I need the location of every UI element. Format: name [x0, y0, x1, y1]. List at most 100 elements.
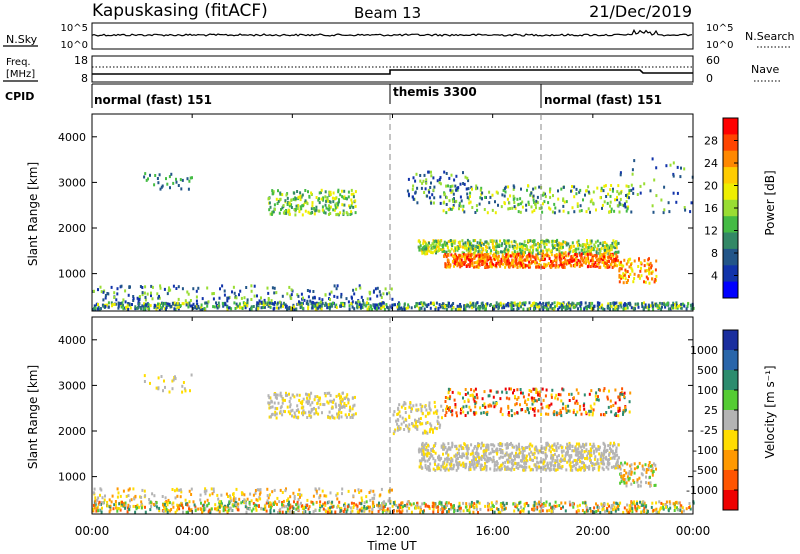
range-cell: [504, 506, 507, 510]
range-cell: [281, 501, 284, 504]
range-cell: [519, 210, 522, 214]
range-cell: [618, 201, 621, 205]
range-cell: [629, 272, 632, 276]
range-cell: [313, 302, 316, 306]
range-cell: [647, 509, 649, 513]
range-cell: [599, 249, 602, 253]
range-cell: [536, 502, 539, 506]
range-cell: [259, 302, 262, 305]
range-cell: [343, 189, 346, 193]
range-cell: [569, 468, 572, 472]
range-cell: [191, 304, 194, 308]
range-cell: [612, 259, 615, 263]
range-cell: [452, 506, 455, 510]
range-cell: [541, 193, 544, 197]
range-cell: [333, 294, 336, 298]
range-cell: [216, 306, 219, 310]
range-cell: [465, 248, 468, 252]
range-cell: [157, 302, 159, 306]
range-cell: [583, 256, 586, 260]
range-cell: [649, 304, 652, 308]
range-cell: [268, 493, 271, 497]
range-cell: [436, 179, 439, 183]
range-cell: [653, 280, 656, 284]
range-cell: [328, 510, 331, 514]
range-cell: [553, 202, 556, 206]
range-cell: [626, 503, 629, 507]
range-cell: [259, 488, 262, 492]
range-cell: [269, 501, 272, 505]
range-cell: [102, 501, 105, 505]
range-cell: [643, 182, 646, 186]
range-cell: [366, 506, 369, 510]
range-cell: [465, 464, 467, 468]
range-cell: [297, 497, 300, 501]
range-cell: [576, 453, 579, 457]
range-cell: [445, 501, 448, 505]
range-cell: [106, 504, 109, 508]
range-cell: [462, 204, 465, 208]
range-cell: [644, 269, 647, 273]
range-cell: [292, 303, 295, 307]
range-cell: [302, 413, 304, 417]
range-cell: [565, 254, 567, 258]
range-cell: [453, 241, 456, 245]
range-cell: [97, 303, 99, 306]
range-cell: [434, 451, 437, 455]
range-cell: [228, 500, 231, 504]
range-cell: [529, 455, 532, 459]
range-cell: [271, 490, 274, 494]
range-cell: [345, 395, 348, 399]
range-cell: [607, 260, 610, 263]
range-cell: [273, 302, 276, 306]
range-cell: [403, 307, 406, 311]
range-cell: [216, 493, 219, 497]
range-cell: [661, 305, 663, 309]
range-cell: [551, 243, 554, 247]
range-cell: [307, 210, 310, 214]
range-cell: [588, 450, 591, 454]
range-cell: [288, 202, 291, 206]
range-cell: [297, 415, 300, 419]
range-cell: [532, 246, 535, 250]
range-cell: [627, 278, 629, 282]
range-cell: [358, 491, 361, 494]
range-cell: [500, 467, 503, 471]
range-cell: [514, 251, 516, 255]
range-cell: [312, 290, 315, 293]
range-cell: [451, 242, 453, 246]
range-cell: [513, 254, 516, 258]
range-cell: [578, 190, 581, 194]
range-cell: [411, 195, 414, 199]
range-cell: [194, 305, 197, 309]
range-cell: [180, 187, 183, 191]
range-cell: [641, 302, 643, 306]
range-cell: [287, 210, 290, 214]
range-cell: [435, 247, 437, 251]
range-cell: [137, 306, 139, 310]
range-cell: [327, 401, 330, 405]
range-cell: [134, 307, 137, 311]
range-cell: [683, 167, 686, 171]
range-cell: [596, 264, 598, 268]
range-cell: [521, 261, 524, 265]
range-cell: [460, 455, 463, 459]
range-cell: [331, 414, 334, 418]
range-cell: [464, 246, 466, 250]
range-cell: [488, 190, 491, 194]
range-cell: [585, 243, 588, 247]
range-cell: [577, 508, 580, 512]
range-cell: [321, 504, 324, 508]
range-cell: [514, 505, 517, 509]
range-cell: [500, 205, 503, 209]
range-cell: [630, 210, 633, 214]
range-cell: [430, 244, 433, 248]
range-cell: [434, 462, 436, 466]
range-cell: [298, 302, 301, 306]
range-cell: [590, 307, 593, 311]
range-cell: [617, 505, 619, 508]
range-cell: [332, 301, 334, 305]
range-cell: [535, 206, 537, 210]
range-cell: [503, 507, 506, 511]
range-cell: [328, 212, 330, 216]
